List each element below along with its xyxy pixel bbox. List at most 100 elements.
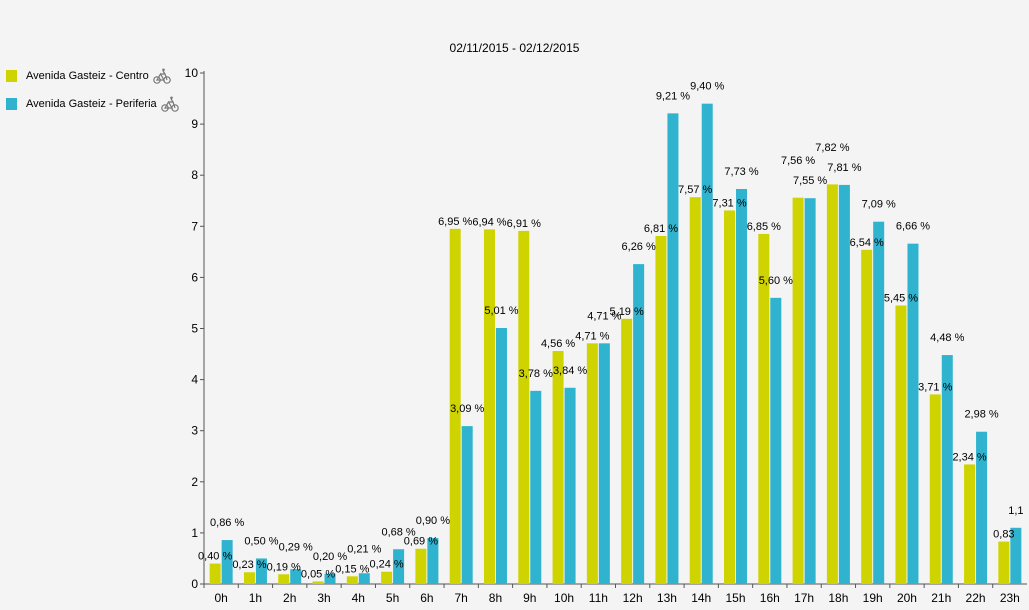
data-label-periferia: 7,81 % bbox=[827, 162, 861, 174]
y-tick-label: 6 bbox=[191, 270, 198, 284]
data-label-periferia: 3,09 % bbox=[450, 403, 484, 415]
data-label-periferia: 0,90 % bbox=[416, 515, 450, 527]
bar-centro bbox=[518, 230, 530, 585]
bar-centro bbox=[758, 233, 770, 584]
data-label-centro: 0,23 % bbox=[232, 559, 266, 571]
bar-periferia bbox=[804, 198, 816, 584]
x-tick-label: 2h bbox=[283, 591, 296, 605]
y-tick-label: 0 bbox=[191, 577, 198, 591]
bar-centro bbox=[689, 197, 701, 584]
data-label-periferia: 0,29 % bbox=[279, 541, 313, 553]
data-label-periferia: 0,68 % bbox=[381, 526, 415, 538]
data-label-centro: 5,19 % bbox=[610, 306, 644, 318]
legend-item-periferia[interactable]: Avenida Gasteiz - Periferia bbox=[6, 96, 179, 112]
x-tick-label: 8h bbox=[489, 591, 502, 605]
data-label-centro: 5,45 % bbox=[884, 293, 918, 305]
data-label-centro: 4,71 % bbox=[575, 330, 609, 342]
data-label-periferia: 1,1 bbox=[1008, 505, 1023, 517]
y-tick-label: 5 bbox=[191, 322, 198, 336]
bicycle-icon bbox=[152, 68, 171, 84]
data-label-periferia: 5,60 % bbox=[759, 275, 793, 287]
x-tick-label: 10h bbox=[554, 591, 574, 605]
bar-periferia bbox=[564, 387, 576, 584]
data-label-centro: 6,81 % bbox=[644, 223, 678, 235]
y-tick-label: 3 bbox=[191, 424, 198, 438]
data-label-periferia: 3,84 % bbox=[553, 365, 587, 377]
data-label-periferia: 9,40 % bbox=[690, 81, 724, 93]
y-tick-label: 2 bbox=[191, 475, 198, 489]
bar-centro bbox=[724, 210, 736, 585]
bar-periferia bbox=[976, 431, 988, 584]
data-label-centro: 0,19 % bbox=[267, 561, 301, 573]
bar-periferia bbox=[873, 221, 885, 585]
bar-periferia bbox=[633, 264, 645, 584]
bar-periferia bbox=[907, 243, 919, 584]
x-tick-label: 3h bbox=[317, 591, 330, 605]
data-label-periferia: 3,78 % bbox=[519, 368, 553, 380]
bar-periferia bbox=[701, 103, 713, 584]
chart-title: 02/11/2015 - 02/12/2015 bbox=[449, 41, 580, 55]
data-label-centro: 3,71 % bbox=[918, 381, 952, 393]
bar-periferia bbox=[941, 355, 953, 584]
data-label-centro: 2,34 % bbox=[952, 451, 986, 463]
x-tick-label: 11h bbox=[589, 591, 608, 605]
bar-centro bbox=[792, 197, 804, 584]
data-label-centro: 4,56 % bbox=[541, 338, 575, 350]
bar-centro bbox=[552, 350, 564, 584]
x-tick-label: 15h bbox=[726, 591, 746, 605]
chart-legend: Avenida Gasteiz - Centro Avenida Gasteiz… bbox=[6, 68, 179, 124]
data-label-centro: 7,57 % bbox=[678, 184, 712, 196]
data-label-centro: 0,40 % bbox=[198, 551, 232, 563]
data-label-periferia: 7,09 % bbox=[862, 199, 896, 211]
x-tick-label: 1h bbox=[249, 591, 262, 605]
data-label-periferia: 6,66 % bbox=[896, 221, 930, 233]
bar-centro bbox=[346, 576, 358, 584]
bar-periferia bbox=[221, 540, 233, 584]
x-tick-label: 5h bbox=[386, 591, 399, 605]
bar-periferia bbox=[495, 327, 507, 584]
x-tick-label: 21h bbox=[931, 591, 951, 605]
x-tick-label: 13h bbox=[657, 591, 677, 605]
bar-centro bbox=[998, 541, 1010, 584]
data-label-centro: 6,91 % bbox=[507, 218, 541, 230]
x-tick-label: 19h bbox=[863, 591, 883, 605]
legend-swatch-centro bbox=[6, 70, 17, 82]
bar-periferia bbox=[667, 113, 679, 584]
y-tick-label: 8 bbox=[191, 168, 198, 182]
data-label-centro: 0,15 % bbox=[335, 563, 369, 575]
bar-periferia bbox=[290, 569, 302, 584]
data-label-periferia: 0,20 % bbox=[313, 551, 347, 563]
data-label-periferia: 9,21 % bbox=[656, 90, 690, 102]
bar-centro bbox=[243, 572, 255, 584]
x-tick-label: 12h bbox=[623, 591, 643, 605]
data-label-centro: 7,31 % bbox=[712, 197, 746, 209]
data-label-centro: 0,24 % bbox=[369, 559, 403, 571]
bar-centro bbox=[278, 574, 290, 584]
bar-centro bbox=[209, 563, 221, 584]
y-tick-label: 7 bbox=[191, 219, 198, 233]
data-label-centro: 0,69 % bbox=[404, 536, 438, 548]
y-tick-label: 9 bbox=[191, 117, 198, 131]
data-label-periferia: 6,26 % bbox=[622, 241, 656, 253]
bar-periferia bbox=[736, 188, 748, 584]
x-tick-label: 9h bbox=[523, 591, 536, 605]
bar-centro bbox=[895, 305, 907, 584]
y-tick-label: 1 bbox=[191, 526, 198, 540]
legend-item-centro[interactable]: Avenida Gasteiz - Centro bbox=[6, 68, 179, 84]
x-tick-label: 6h bbox=[420, 591, 433, 605]
bar-centro bbox=[929, 394, 941, 584]
bar-centro bbox=[964, 464, 976, 584]
data-label-centro: 6,54 % bbox=[850, 237, 884, 249]
bar-centro bbox=[655, 236, 667, 584]
y-tick-label: 10 bbox=[185, 66, 199, 80]
data-label-periferia: 4,71 % bbox=[587, 310, 621, 322]
bar-centro bbox=[312, 581, 324, 584]
x-tick-label: 23h bbox=[1000, 591, 1020, 605]
x-tick-label: 4h bbox=[352, 591, 365, 605]
bar-centro bbox=[621, 318, 633, 584]
bar-centro bbox=[586, 343, 598, 584]
x-tick-label: 17h bbox=[794, 591, 814, 605]
data-label-periferia: 5,01 % bbox=[484, 305, 518, 317]
bar-centro bbox=[483, 229, 495, 584]
